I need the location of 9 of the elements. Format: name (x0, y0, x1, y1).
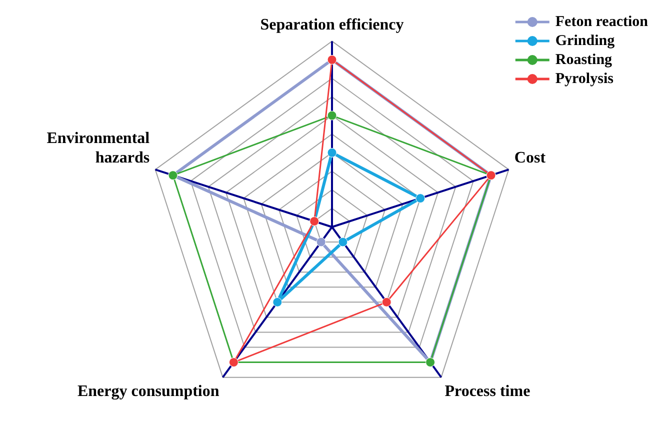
legend-label: Grinding (555, 32, 616, 49)
spoke-label: Cost (514, 149, 546, 166)
spoke-label: Process time (444, 382, 530, 400)
spoke-label: Separation efficiency (260, 16, 404, 34)
spoke-label: Energy consumption (77, 382, 220, 400)
legend-label: Feton reaction (555, 14, 649, 30)
legend-label: Roasting (555, 52, 613, 68)
spoke-label: Environmental hazards (46, 130, 150, 166)
legend-label: Pyrolysis (555, 70, 614, 87)
